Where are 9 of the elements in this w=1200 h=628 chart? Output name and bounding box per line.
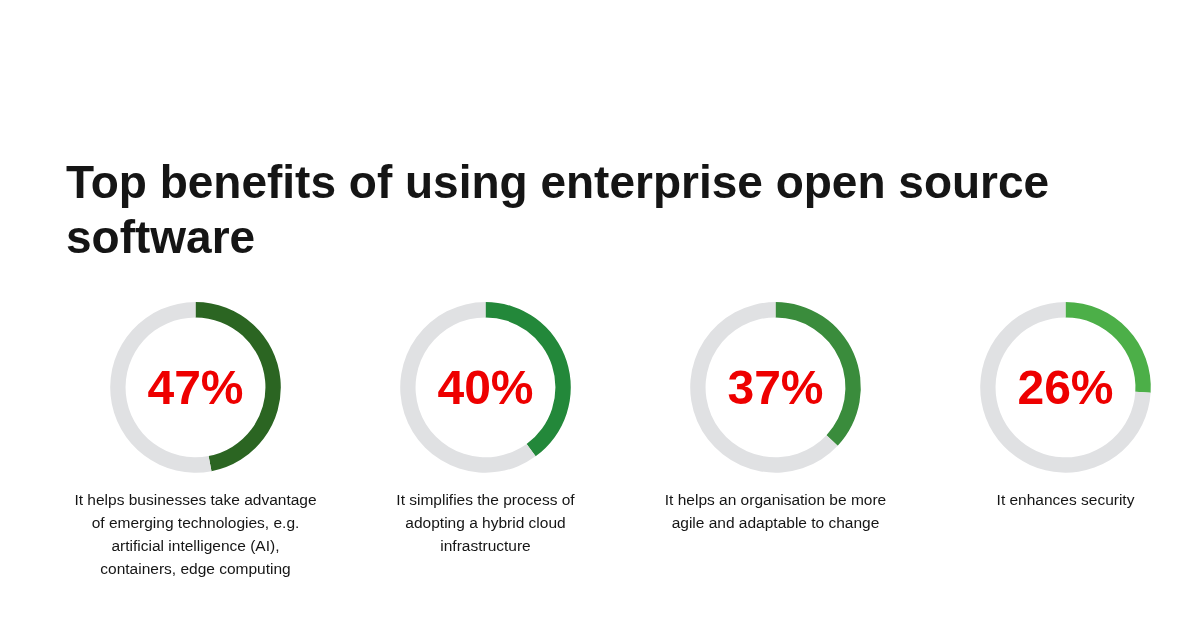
text: It helps businesses take advantage of emerging technologies, e.g. artificial intelligence (AI), containers, edge computing — [74, 491, 317, 577]
data-label: 47% — [147, 360, 244, 414]
text: It enhances security — [996, 491, 1135, 509]
data-label: 37% — [727, 360, 824, 414]
data-label: 26% — [1017, 360, 1114, 414]
text: It simplifies the process of adopting a hybrid cloud infrastructure — [396, 491, 576, 555]
text: Top benefits of using enterprise open source software — [66, 155, 1051, 266]
text: It helps an organisation be more agile and adaptable to change — [664, 491, 887, 532]
data-label: 40% — [437, 360, 534, 414]
